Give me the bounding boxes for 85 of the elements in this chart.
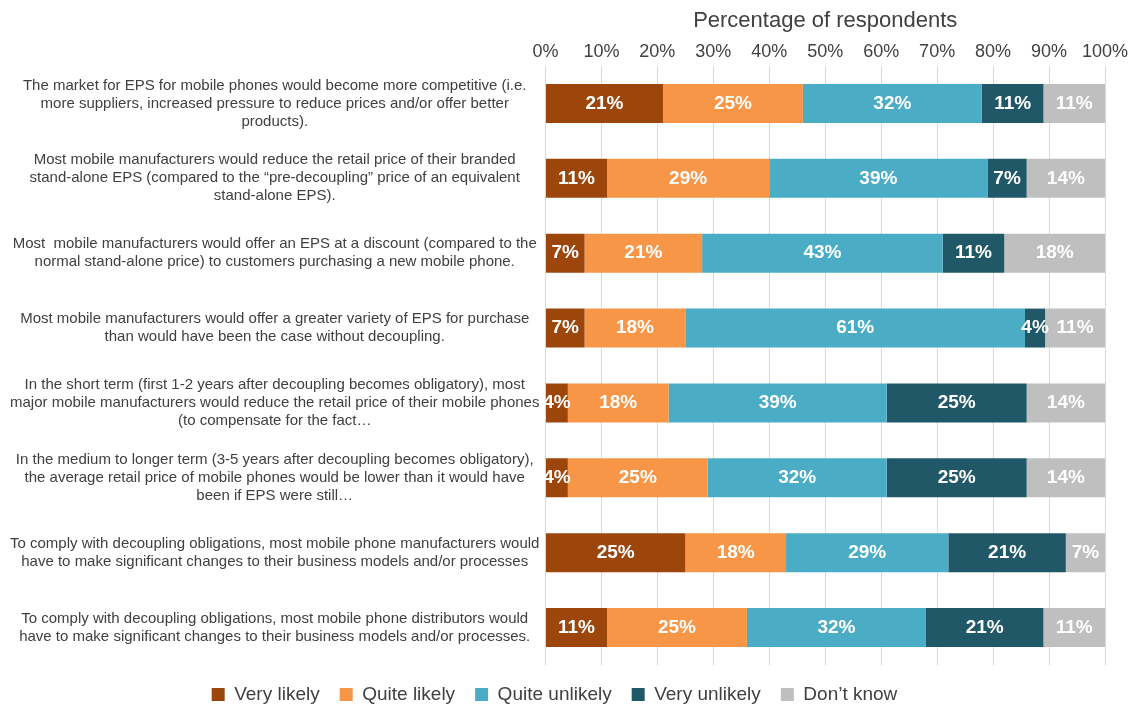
data-label: 43%	[803, 241, 842, 263]
legend-label: Don’t know	[803, 682, 898, 704]
y-tick-label: Most mobile manufacturers would offer an EPS at a discount (compared to the normal stand-alone price) to customers purchasing a new mobile phone.	[12, 234, 537, 270]
data-label: 25%	[937, 391, 976, 413]
y-tick-label: Most mobile manufacturers would offer a greater variety of EPS for purchase than would have been the case without decoupling.	[20, 309, 530, 345]
bar	[1004, 233, 1105, 273]
bar	[707, 458, 887, 498]
y-tick-label: Most mobile manufacturers would reduce the retail price of their branded stand-alone EPS (compared to the “pre-decoupling” price of an equivalent stand-alone EPS).	[29, 150, 521, 204]
data-label: 25%	[618, 466, 657, 488]
bar	[545, 533, 686, 573]
data-label: 18%	[615, 316, 655, 338]
bar	[607, 158, 770, 198]
bar	[1026, 458, 1105, 498]
bar	[769, 158, 988, 198]
y-tick-label: In the medium to longer term (3-5 years after decoupling becomes obligatory), the average retail price of mobile phones would be lower than it would have been if EPS were still…	[15, 449, 534, 503]
y-tick-label: To comply with decoupling obligations, most mobile phone distributors would have to make significant changes to their business models and/or processes.	[19, 608, 531, 644]
bar	[1026, 158, 1105, 198]
data-label: 11%	[955, 241, 993, 263]
data-label: 21%	[624, 241, 663, 263]
data-label: 14%	[1046, 166, 1085, 188]
bar	[948, 533, 1066, 573]
x-tick-label: 70%	[919, 41, 956, 62]
bar	[668, 383, 887, 423]
bar	[886, 458, 1027, 498]
bar	[746, 608, 926, 648]
data-label: 7%	[993, 166, 1021, 188]
data-label: 11%	[1055, 615, 1093, 637]
y-tick-label: The market for EPS for mobile phones would become more competitive (i.e. more suppliers, increased pressure to reduce prices and/or offer better products).	[22, 75, 527, 129]
data-label: 25%	[596, 540, 635, 562]
bar	[584, 233, 703, 273]
data-label: 39%	[859, 166, 898, 188]
data-label: 18%	[1035, 241, 1074, 263]
data-label: 18%	[716, 540, 755, 562]
bar	[786, 533, 949, 573]
data-label: 32%	[873, 91, 912, 113]
x-tick-label: 100%	[1081, 41, 1129, 62]
data-label: 61%	[836, 316, 875, 338]
data-label: 32%	[817, 615, 856, 637]
data-label: 21%	[965, 615, 1004, 637]
legend-label: Quite unlikely	[497, 682, 613, 704]
x-tick-label: 50%	[807, 41, 844, 62]
data-label: 14%	[1046, 391, 1085, 413]
y-tick-label: In the short term (first 1-2 years after decoupling becomes obligatory), most major mobile manufacturers would reduce the retail price of their mobile phones (to compensate for the fact…	[10, 375, 540, 429]
data-label: 21%	[988, 540, 1027, 562]
bar	[584, 308, 686, 348]
x-tick-label: 40%	[751, 41, 788, 62]
data-label: 11%	[994, 91, 1032, 113]
x-tick-label: 90%	[1031, 41, 1068, 62]
data-label: 11%	[557, 166, 596, 188]
bar	[802, 83, 982, 123]
bar	[1026, 383, 1105, 423]
data-label: 14%	[1046, 466, 1085, 488]
x-tick-label: 60%	[863, 41, 900, 62]
x-tick-label: 20%	[639, 41, 676, 62]
bar	[545, 83, 663, 123]
data-label: 7%	[551, 316, 580, 338]
data-label: 25%	[657, 615, 697, 637]
bar	[662, 83, 803, 123]
data-label: 39%	[758, 391, 797, 413]
data-label: 11%	[1056, 316, 1094, 338]
x-tick-label: 80%	[975, 41, 1012, 62]
x-axis-title: Percentage of respondents	[693, 7, 958, 33]
data-label: 25%	[937, 466, 976, 488]
data-label: 25%	[713, 91, 753, 113]
legend-label: Quite likely	[362, 682, 456, 704]
data-label: 11%	[1055, 91, 1093, 113]
data-label: 18%	[599, 391, 638, 413]
x-tick-label: 0%	[532, 41, 559, 62]
bar	[607, 608, 747, 648]
data-label: 29%	[669, 166, 708, 188]
data-label: 7%	[1071, 540, 1100, 562]
bar	[685, 533, 787, 573]
data-label: 29%	[848, 540, 887, 562]
data-label: 7%	[551, 241, 580, 263]
legend-label: Very likely	[234, 682, 321, 704]
x-tick-label: 10%	[583, 41, 620, 62]
legend-label: Very unlikely	[654, 682, 762, 704]
bar	[925, 608, 1044, 648]
bar	[886, 383, 1027, 423]
x-tick-label: 30%	[695, 41, 732, 62]
data-label: 11%	[557, 615, 596, 637]
y-tick-label: To comply with decoupling obligations, most mobile phone manufacturers would have to make significant changes to their business models and/or processes	[10, 533, 540, 569]
bar	[702, 233, 943, 273]
data-label: 21%	[585, 91, 624, 113]
data-label: 32%	[778, 466, 817, 488]
